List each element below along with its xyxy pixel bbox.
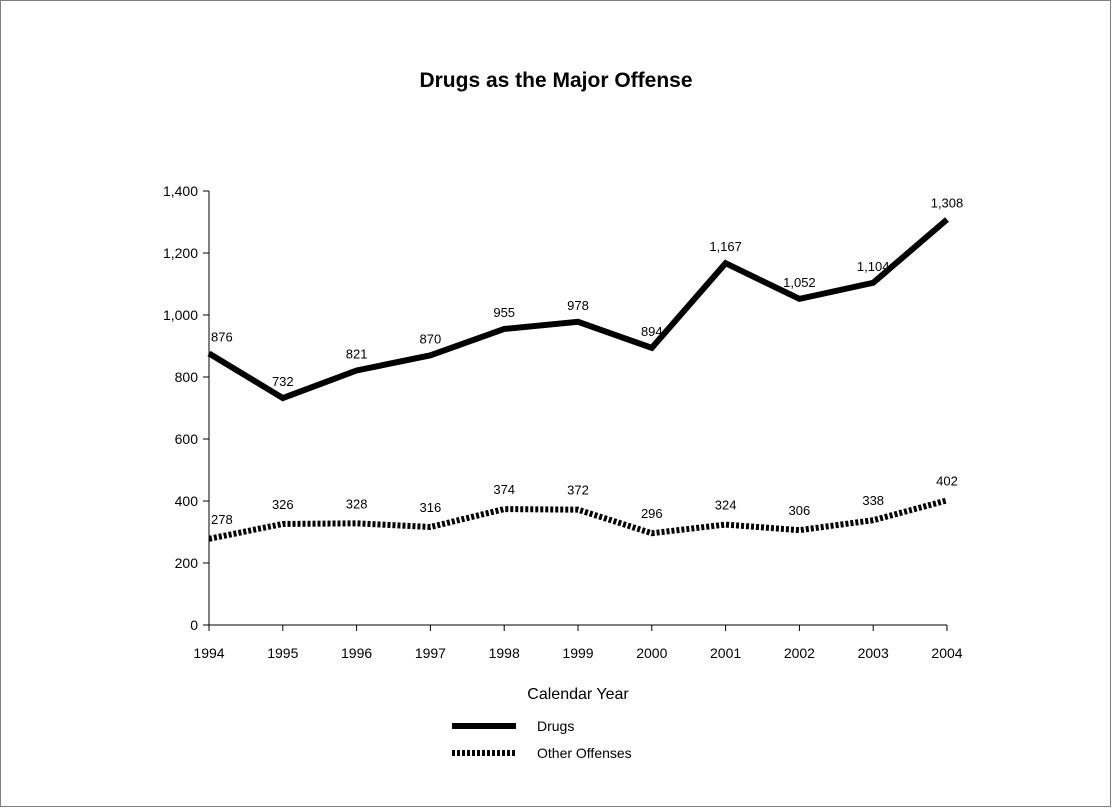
x-tick-label: 2003: [858, 645, 889, 661]
axes: 0 200 400 600 800 1,000 1,200 1,400 1994 1995 1996…: [163, 183, 963, 661]
series-layer: [207, 217, 949, 542]
x-axis-label: Calendar Year: [527, 686, 629, 703]
data-label-other-offenses: 278: [211, 512, 233, 527]
data-label-drugs: 1,052: [783, 275, 816, 290]
y-tick-label: 1,400: [163, 183, 198, 199]
x-tick-label: 2000: [636, 645, 667, 661]
x-tick-label: 2001: [710, 645, 741, 661]
y-tick-label: 1,200: [163, 245, 198, 261]
legend: Drugs Other Offenses: [452, 718, 632, 761]
data-label-other-offenses: 306: [789, 503, 811, 518]
data-label-other-offenses: 402: [936, 473, 958, 488]
series-line-other-offenses: [208, 497, 948, 542]
y-tick-label: 600: [175, 431, 199, 447]
data-label-drugs: 894: [641, 324, 663, 339]
legend-label-drugs: Drugs: [537, 718, 574, 734]
data-label-other-offenses: 326: [272, 497, 294, 512]
data-label-drugs: 978: [567, 298, 589, 313]
data-label-other-offenses: 328: [346, 496, 368, 511]
x-tick-label: 2002: [784, 645, 815, 661]
data-label-other-offenses: 324: [715, 498, 737, 513]
chart-title: Drugs as the Major Offense: [419, 69, 692, 92]
x-tick-label: 1999: [562, 645, 593, 661]
data-label-drugs: 876: [211, 329, 233, 344]
data-label-drugs: 1,104: [857, 259, 890, 274]
data-label-drugs: 870: [420, 331, 442, 346]
y-tick-label: 1,000: [163, 307, 198, 323]
data-label-drugs: 732: [272, 374, 294, 389]
data-label-drugs: 1,308: [931, 196, 964, 211]
x-tick-label: 1994: [193, 645, 224, 661]
y-tick-label: 400: [175, 493, 199, 509]
x-tick-label: 1997: [415, 645, 446, 661]
y-tick-label: 200: [175, 555, 199, 571]
x-tick-label: 2004: [931, 645, 962, 661]
data-label-other-offenses: 316: [420, 500, 442, 515]
x-tick-label: 1996: [341, 645, 372, 661]
x-tick-label: 1995: [267, 645, 298, 661]
data-label-drugs: 955: [493, 305, 515, 320]
data-label-drugs: 1,167: [709, 239, 742, 254]
data-label-other-offenses: 374: [493, 482, 515, 497]
y-tick-label: 0: [190, 617, 198, 633]
y-tick-label: 800: [175, 369, 199, 385]
data-label-other-offenses: 338: [862, 493, 884, 508]
data-label-other-offenses: 296: [641, 506, 663, 521]
x-tick-label: 1998: [489, 645, 520, 661]
legend-label-other-offenses: Other Offenses: [537, 745, 632, 761]
data-label-drugs: 821: [346, 346, 368, 361]
data-label-other-offenses: 372: [567, 483, 589, 498]
data-labels: 876 732 821 870 955 978 894 1,167 1,052 1,104 1,30…: [211, 196, 963, 527]
